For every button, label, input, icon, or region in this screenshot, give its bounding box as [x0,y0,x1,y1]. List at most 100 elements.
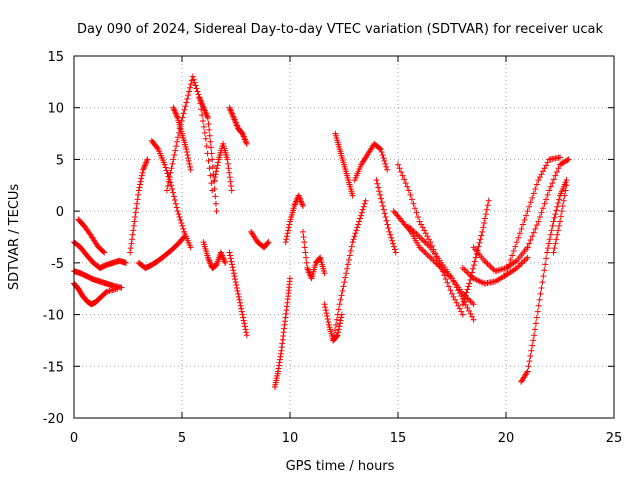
data-point [510,248,517,255]
data-point [168,165,175,172]
data-point [415,214,422,221]
data-point [179,114,186,121]
data-point [532,225,539,232]
data-point [480,224,487,231]
y-tick-label: 10 [47,102,64,117]
data-point [305,267,312,274]
data-point [189,73,196,80]
data-point [173,143,180,150]
data-point [348,243,355,250]
data-point [230,267,237,274]
data-point [404,183,411,190]
data-point [237,299,244,306]
data-point [207,260,214,267]
data-point [141,163,148,170]
data-point [241,320,248,327]
series-dip-6h [200,239,229,272]
data-point [242,137,249,144]
data-point [565,156,572,163]
data-point [236,296,243,303]
data-point [215,159,222,166]
data-point [383,163,390,170]
data-point [345,256,352,263]
data-point [265,239,272,246]
data-point [202,135,209,142]
series-peak-5h [170,104,194,173]
data-point [528,347,535,354]
data-point [233,284,240,291]
data-point [240,132,247,139]
data-point [535,218,542,225]
data-point [407,191,414,198]
data-point [232,118,239,125]
data-point [549,222,556,229]
data-point [346,252,353,259]
data-point [186,160,193,167]
data-point [196,94,203,101]
data-point [227,107,234,114]
data-point [470,316,477,323]
data-point [465,283,472,290]
data-point [303,254,310,261]
data-point [405,187,412,194]
data-point [206,259,213,266]
data-point [552,172,559,179]
x-tick-label: 10 [282,431,299,446]
data-point [339,287,346,294]
x-tick-label: 20 [498,431,515,446]
data-point [527,199,534,206]
data-point [402,180,409,187]
data-point [141,162,148,169]
data-point [229,264,236,271]
data-point [349,239,356,246]
data-point [544,249,551,256]
data-point [538,284,545,291]
data-point [235,290,242,297]
data-point [128,240,135,247]
data-point [165,178,172,185]
data-point [335,306,342,313]
data-point [132,214,139,221]
data-point [316,255,323,262]
data-point [529,342,536,349]
data-point [324,316,331,323]
data-point [130,222,137,229]
data-point [298,200,305,207]
data-point [170,106,177,113]
data-point [472,254,479,261]
data-point [228,187,235,194]
data-point [299,202,306,209]
data-point [182,103,189,110]
data-point [144,156,151,163]
data-point [176,214,183,221]
data-point [532,320,539,327]
data-point [291,201,298,208]
data-point [167,169,174,176]
data-point [356,218,363,225]
data-point [220,256,227,263]
data-point [538,209,545,216]
data-point [410,200,417,207]
data-point [530,337,537,344]
data-point [338,292,345,299]
series-arc-early-b [71,268,125,291]
data-point [461,295,468,302]
data-point [556,196,563,203]
series-arc-10h [282,192,306,246]
data-point [242,326,249,333]
series-late-23h [550,182,570,256]
data-point [353,227,360,234]
data-point [475,243,482,250]
data-point [332,327,339,334]
data-point [172,110,179,117]
series-arc-13-14h [351,140,391,184]
data-point [114,285,121,292]
data-point [529,194,536,201]
data-point [376,145,383,152]
data-point [224,160,231,167]
data-point [357,215,364,222]
data-point [482,215,489,222]
data-point [201,106,208,113]
data-point [205,157,212,164]
data-point [228,110,235,117]
